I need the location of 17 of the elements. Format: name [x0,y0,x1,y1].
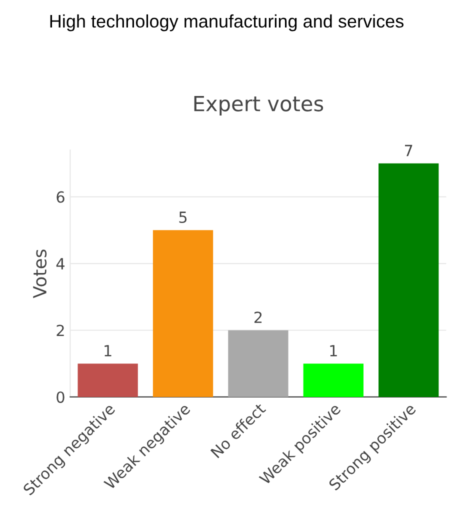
y-tick-label: 6 [56,191,64,203]
data-label: 7 [405,144,412,156]
bar [378,163,439,397]
data-label: 2 [254,312,262,323]
data-label: 1 [104,345,112,356]
chart-title: Expert votes [194,96,324,116]
y-tick-label: 0 [56,391,64,404]
bar [152,230,214,397]
y-tick-label: 2 [56,324,64,336]
y-axis-title: Votes [33,250,47,298]
y-tick-label: 4 [56,258,64,270]
bar [78,364,138,397]
data-label: 5 [179,212,187,224]
data-label: 1 [330,345,337,356]
bar [303,364,364,397]
chart-subtitle: High technology manufacturing and services [50,14,404,32]
bar [228,330,288,397]
